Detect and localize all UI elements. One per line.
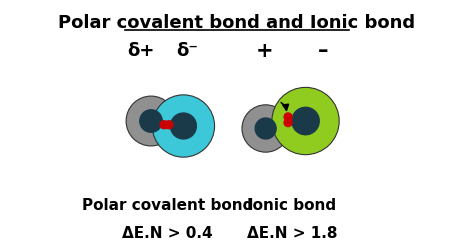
Text: Polar covalent bond and Ionic bond: Polar covalent bond and Ionic bond <box>58 14 416 32</box>
Text: Ionic bond: Ionic bond <box>247 198 337 213</box>
Circle shape <box>126 96 176 146</box>
Circle shape <box>140 110 162 132</box>
Text: ΔE.N > 1.8: ΔE.N > 1.8 <box>246 226 337 241</box>
Text: +: + <box>255 41 273 61</box>
Text: Polar covalent bond: Polar covalent bond <box>82 198 253 213</box>
Circle shape <box>255 118 276 139</box>
Circle shape <box>242 105 289 152</box>
Circle shape <box>171 113 196 139</box>
Circle shape <box>284 119 292 127</box>
Circle shape <box>272 87 339 155</box>
Text: δ⁻: δ⁻ <box>176 42 198 60</box>
Circle shape <box>292 107 319 135</box>
Circle shape <box>160 121 168 129</box>
Circle shape <box>284 113 292 121</box>
Text: –: – <box>318 41 328 61</box>
Text: ΔE.N > 0.4: ΔE.N > 0.4 <box>122 226 212 241</box>
Text: δ+: δ+ <box>128 42 155 60</box>
Circle shape <box>165 121 173 129</box>
Circle shape <box>152 95 215 157</box>
